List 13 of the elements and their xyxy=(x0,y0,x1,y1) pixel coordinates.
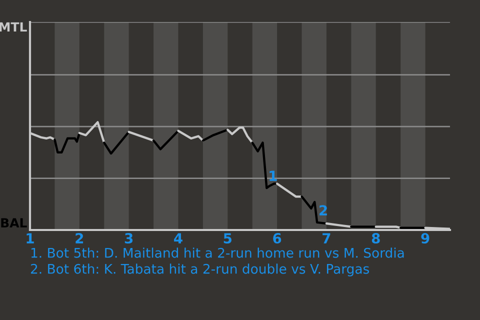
x-tick-label: 3 xyxy=(124,233,133,244)
x-tick-label: 7 xyxy=(322,233,330,244)
text: 2. Bot 6th: K. Tabata hit a 2-run double vs V. Pargas xyxy=(30,264,370,276)
x-tick-label: 2 xyxy=(76,233,84,244)
x-tick-label: 9 xyxy=(421,233,430,244)
annotation: 1 xyxy=(270,170,277,181)
annotation: 2 xyxy=(320,205,327,216)
x-tick-label: 5 xyxy=(224,233,232,244)
x-tick-label: 1 xyxy=(26,233,34,244)
x-tick-label: 4 xyxy=(174,233,182,244)
text: 1. Bot 5th: D. Maitland hit a 2-run home run vs M. Sordia xyxy=(31,248,404,258)
x-tick-label: 8 xyxy=(372,233,380,244)
x-tick-label: 6 xyxy=(273,233,282,244)
